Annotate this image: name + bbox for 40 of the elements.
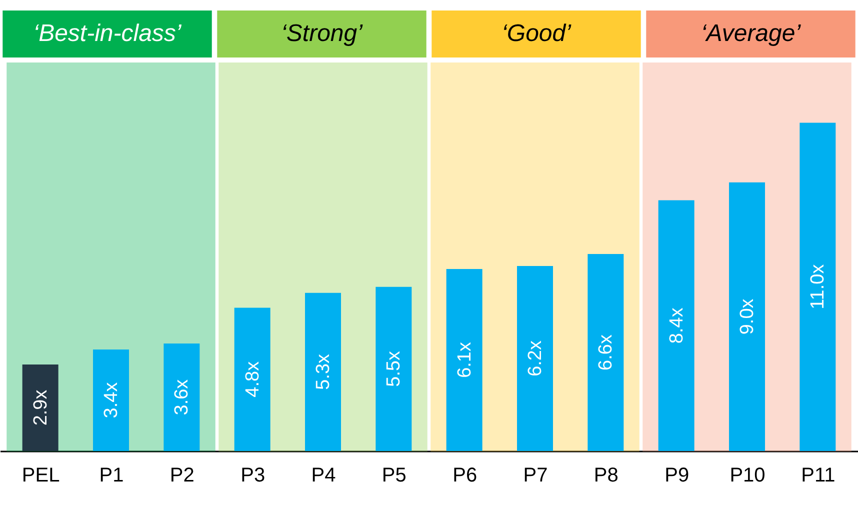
x-tick-label: P11 — [801, 464, 836, 486]
x-tick-label: P10 — [730, 464, 766, 486]
bar — [234, 308, 270, 451]
data-label: 6.1x — [454, 342, 476, 378]
bar — [588, 254, 624, 451]
bar — [22, 364, 58, 451]
bar — [658, 200, 694, 451]
bar — [376, 286, 412, 451]
bar — [517, 266, 553, 451]
data-label: 9.0x — [737, 298, 758, 335]
bar — [305, 292, 341, 451]
x-tick-label: P2 — [170, 464, 194, 486]
x-tick-label: P9 — [664, 464, 690, 486]
data-label: 2.9x — [30, 389, 52, 426]
x-tick-label: P4 — [311, 464, 336, 486]
data-label: 3.6x — [172, 378, 193, 416]
data-label: 8.4x — [666, 307, 688, 344]
x-tick-label: P1 — [99, 464, 124, 486]
x-tick-label: P5 — [382, 464, 406, 486]
x-tick-label: P3 — [240, 464, 266, 486]
x-tick-label: P6 — [452, 464, 478, 486]
data-label: 5.3x — [313, 353, 334, 390]
data-label: 5.5x — [384, 350, 405, 387]
data-label: 3.4x — [101, 382, 122, 418]
bar — [800, 122, 836, 451]
band-label: ‘Best-in-class’ — [33, 20, 182, 47]
x-tick-label: P7 — [523, 464, 548, 486]
x-tick-label: P8 — [594, 464, 618, 486]
bar — [93, 350, 129, 451]
data-label: 4.8x — [242, 360, 264, 398]
band-label: ‘Strong’ — [281, 20, 364, 47]
band-label: ‘Average’ — [700, 20, 802, 47]
x-tick-label: PEL — [22, 464, 60, 486]
bar — [446, 268, 482, 451]
band-label: ‘Good’ — [502, 20, 572, 47]
data-label: 6.6x — [596, 334, 617, 370]
data-label: 11.0x — [808, 264, 829, 310]
bar — [164, 344, 200, 451]
bar — [729, 182, 765, 451]
data-label: 6.2x — [525, 340, 546, 376]
